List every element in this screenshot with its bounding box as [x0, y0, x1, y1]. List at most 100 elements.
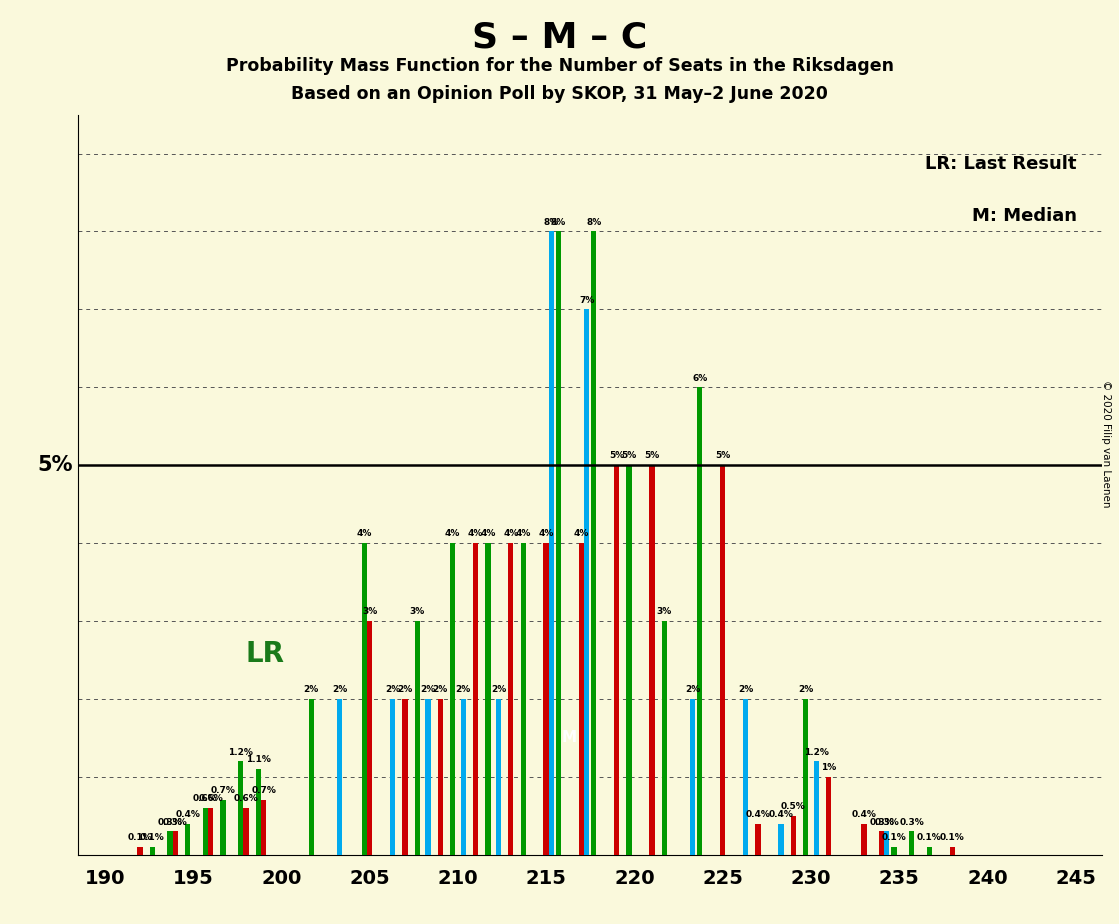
Bar	[185, 823, 190, 855]
Bar	[649, 465, 655, 855]
Text: 4%: 4%	[445, 529, 460, 539]
Text: 1.2%: 1.2%	[228, 748, 253, 757]
Text: 1.1%: 1.1%	[246, 755, 271, 764]
Bar	[486, 543, 490, 855]
Text: 0.1%: 0.1%	[940, 833, 965, 843]
Text: 0.1%: 0.1%	[128, 833, 152, 843]
Text: 6%: 6%	[692, 373, 707, 383]
Bar	[238, 761, 244, 855]
Bar	[450, 543, 455, 855]
Bar	[138, 847, 143, 855]
Text: 2%: 2%	[421, 686, 435, 694]
Text: 5%: 5%	[38, 456, 73, 475]
Bar	[361, 543, 367, 855]
Text: 0.3%: 0.3%	[874, 818, 900, 827]
Bar	[950, 847, 955, 855]
Bar	[909, 832, 914, 855]
Text: 1.2%: 1.2%	[803, 748, 829, 757]
Text: Probability Mass Function for the Number of Seats in the Riksdagen: Probability Mass Function for the Number…	[226, 57, 893, 75]
Text: 0.4%: 0.4%	[745, 809, 770, 819]
Bar	[172, 832, 178, 855]
Text: 0.1%: 0.1%	[916, 833, 941, 843]
Bar	[389, 699, 395, 855]
Bar	[862, 823, 866, 855]
Bar	[496, 699, 501, 855]
Bar	[891, 847, 896, 855]
Text: 0.6%: 0.6%	[198, 795, 223, 803]
Bar	[337, 699, 342, 855]
Text: 5%: 5%	[621, 452, 637, 460]
Text: 4%: 4%	[480, 529, 496, 539]
Bar	[168, 832, 172, 855]
Bar	[203, 808, 208, 855]
Text: 0.6%: 0.6%	[234, 795, 258, 803]
Text: S – M – C: S – M – C	[472, 20, 647, 55]
Bar	[415, 621, 420, 855]
Text: 0.4%: 0.4%	[769, 809, 793, 819]
Text: 0.1%: 0.1%	[140, 833, 164, 843]
Text: 1%: 1%	[821, 763, 836, 772]
Text: M: M	[562, 730, 576, 746]
Text: 7%: 7%	[579, 296, 594, 305]
Bar	[720, 465, 725, 855]
Text: 4%: 4%	[504, 529, 518, 539]
Text: 2%: 2%	[385, 686, 401, 694]
Text: 0.3%: 0.3%	[900, 818, 924, 827]
Bar	[755, 823, 761, 855]
Text: 0.7%: 0.7%	[210, 786, 235, 796]
Text: 2%: 2%	[491, 686, 506, 694]
Text: 2%: 2%	[397, 686, 413, 694]
Text: 5%: 5%	[609, 452, 624, 460]
Bar	[367, 621, 373, 855]
Bar	[150, 847, 156, 855]
Bar	[826, 777, 831, 855]
Text: 2%: 2%	[332, 686, 347, 694]
Text: 2%: 2%	[685, 686, 700, 694]
Bar	[508, 543, 514, 855]
Bar	[579, 543, 584, 855]
Bar	[697, 387, 703, 855]
Bar	[803, 699, 808, 855]
Bar	[884, 832, 890, 855]
Text: 5%: 5%	[715, 452, 731, 460]
Bar	[591, 231, 596, 855]
Bar	[425, 699, 431, 855]
Bar	[743, 699, 749, 855]
Text: Based on an Opinion Poll by SKOP, 31 May–2 June 2020: Based on an Opinion Poll by SKOP, 31 May…	[291, 85, 828, 103]
Text: LR: LR	[246, 639, 285, 668]
Text: 2%: 2%	[455, 686, 471, 694]
Bar	[814, 761, 819, 855]
Text: 4%: 4%	[357, 529, 372, 539]
Bar	[661, 621, 667, 855]
Bar	[627, 465, 632, 855]
Text: 2%: 2%	[739, 686, 753, 694]
Bar	[614, 465, 620, 855]
Text: 3%: 3%	[361, 607, 377, 616]
Text: 0.7%: 0.7%	[252, 786, 276, 796]
Bar	[461, 699, 466, 855]
Bar	[473, 543, 478, 855]
Bar	[402, 699, 407, 855]
Bar	[309, 699, 314, 855]
Bar	[690, 699, 695, 855]
Text: © 2020 Filip van Laenen: © 2020 Filip van Laenen	[1101, 380, 1111, 507]
Bar	[548, 231, 554, 855]
Bar	[927, 847, 932, 855]
Text: 2%: 2%	[798, 686, 814, 694]
Bar	[244, 808, 248, 855]
Text: 8%: 8%	[544, 218, 560, 226]
Text: 0.3%: 0.3%	[869, 818, 894, 827]
Text: 3%: 3%	[410, 607, 425, 616]
Bar	[208, 808, 214, 855]
Text: LR: Last Result: LR: Last Result	[925, 155, 1076, 174]
Text: 2%: 2%	[303, 686, 319, 694]
Text: M: Median: M: Median	[971, 207, 1076, 225]
Text: 8%: 8%	[586, 218, 601, 226]
Bar	[878, 832, 884, 855]
Text: 0.4%: 0.4%	[852, 809, 876, 819]
Text: 0.4%: 0.4%	[176, 809, 200, 819]
Bar	[791, 816, 796, 855]
Text: 0.3%: 0.3%	[163, 818, 188, 827]
Text: 8%: 8%	[551, 218, 566, 226]
Text: 3%: 3%	[657, 607, 673, 616]
